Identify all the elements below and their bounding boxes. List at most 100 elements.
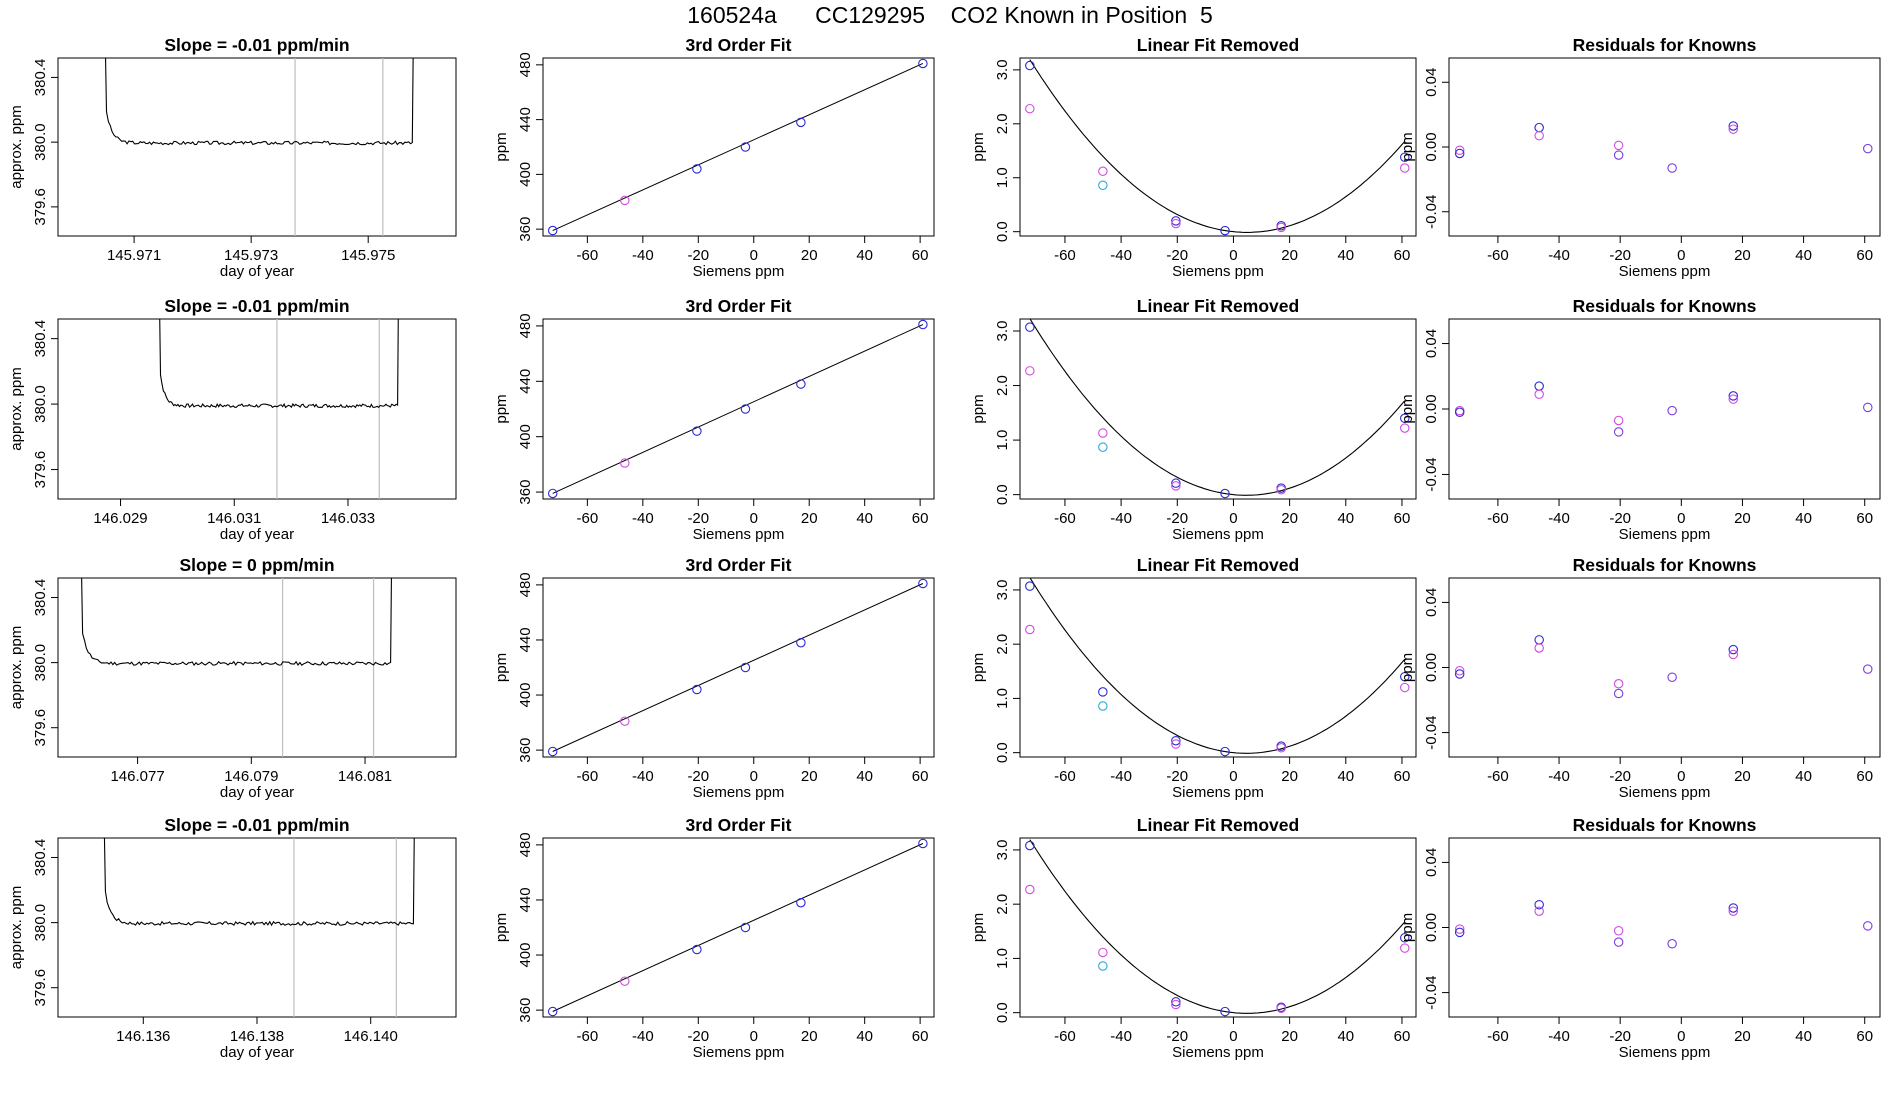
x-tick-label: -40 xyxy=(1548,247,1570,264)
x-tick-label: -20 xyxy=(687,768,709,785)
x-tick-label: 40 xyxy=(1337,247,1354,264)
x-tick-label: 0 xyxy=(750,768,758,785)
plot-area xyxy=(103,838,415,1017)
x-tick-label: 146.033 xyxy=(321,510,375,527)
y-tick-label: 380.0 xyxy=(32,123,49,161)
x-tick-label: -20 xyxy=(1609,247,1631,264)
panel-r4-c4: Residuals for Knowns -60 -40 -20 0 20 40 60 -0.0… xyxy=(1399,815,1881,1061)
data-point xyxy=(1220,488,1230,499)
x-tick-label: 0 xyxy=(750,247,758,264)
y-tick-label: 379.6 xyxy=(32,709,49,747)
data-point xyxy=(1098,442,1108,452)
x-tick-label: 40 xyxy=(856,247,873,264)
data-point xyxy=(1613,427,1624,437)
data-point xyxy=(918,838,928,849)
x-tick-label: -40 xyxy=(1110,510,1132,527)
y-tick-label: 1.0 xyxy=(994,430,1011,451)
y-tick-label: 400 xyxy=(517,162,534,187)
signal-trace xyxy=(159,319,399,409)
x-tick-label: 0 xyxy=(1229,247,1237,264)
x-tick-label: -20 xyxy=(1609,1028,1631,1045)
data-point xyxy=(1171,999,1181,1010)
plot-area xyxy=(1025,59,1410,236)
data-point xyxy=(547,225,558,236)
signal-trace xyxy=(105,58,414,146)
x-tick-label: 20 xyxy=(1281,510,1298,527)
y-tick-label: 2.0 xyxy=(994,375,1011,396)
plot-box xyxy=(57,577,457,758)
data-point xyxy=(620,976,630,986)
panel-r2-c3: Linear Fit Removed -60 -40 -20 0 20 40 60 0.0 1.0… xyxy=(970,296,1417,543)
data-point xyxy=(1171,218,1181,229)
x-tick-label: 20 xyxy=(801,768,818,785)
plot-area xyxy=(1025,578,1410,757)
y-tick-label: -0.04 xyxy=(1423,715,1440,749)
x-axis-label: day of year xyxy=(220,1044,294,1061)
panel-r1-c3: Linear Fit Removed -60 -40 -20 0 20 40 60 0.0 1.0… xyxy=(970,35,1417,280)
x-tick-label: 0 xyxy=(1229,510,1237,527)
data-point xyxy=(1276,1003,1286,1014)
data-point xyxy=(1454,669,1465,679)
plot-area xyxy=(1454,635,1873,699)
x-axis-label: Siemens ppm xyxy=(1619,784,1711,801)
y-tick-label: 400 xyxy=(517,424,534,449)
y-tick-label: -0.04 xyxy=(1423,457,1440,491)
panel-title: Linear Fit Removed xyxy=(1137,815,1299,835)
data-point xyxy=(1098,180,1108,191)
panel-r4-c1: Slope = -0.01 ppm/min 146.136 146.138 146.1… xyxy=(8,815,457,1061)
y-tick-label: 3.0 xyxy=(994,580,1011,601)
y-tick-label: 480 xyxy=(517,572,534,597)
data-point xyxy=(1728,649,1739,660)
data-point xyxy=(796,117,806,128)
y-axis-label: ppm xyxy=(493,653,510,682)
x-tick-label: 40 xyxy=(1337,768,1354,785)
data-point xyxy=(796,637,806,648)
panel-title: 3rd Order Fit xyxy=(686,35,792,55)
data-point xyxy=(547,488,558,499)
data-point xyxy=(1025,60,1035,71)
x-tick-label: 60 xyxy=(1394,247,1411,264)
data-point xyxy=(1220,225,1230,236)
plot-area xyxy=(1025,839,1410,1017)
panel-r3-c4: Residuals for Knowns -60 -40 -20 0 20 40 60 -0.0… xyxy=(1399,555,1881,801)
x-tick-label: 0 xyxy=(1677,510,1685,527)
data-point xyxy=(1454,666,1465,676)
plot-box xyxy=(1448,318,1881,500)
panel-r3-c1: Slope = 0 ppm/min 146.077 146.079 146.081 37… xyxy=(8,555,457,801)
data-point xyxy=(1534,906,1544,916)
x-tick-label: -40 xyxy=(1548,768,1570,785)
data-point xyxy=(1098,947,1108,958)
data-point xyxy=(1667,405,1677,416)
x-tick-label: -60 xyxy=(577,247,599,264)
y-tick-label: 2.0 xyxy=(994,894,1011,915)
y-tick-label: 0.0 xyxy=(994,1002,1011,1023)
plot-box xyxy=(1448,837,1881,1018)
y-tick-label: 0.0 xyxy=(994,221,1011,242)
panel-r4-c3: Linear Fit Removed -60 -40 -20 0 20 40 60 0.0 1.0… xyxy=(970,815,1417,1061)
y-axis-label: ppm xyxy=(1399,653,1416,682)
data-point xyxy=(1863,664,1873,674)
data-point xyxy=(1728,903,1739,913)
x-axis-label: day of year xyxy=(220,263,294,280)
y-tick-label: 0.04 xyxy=(1423,68,1440,97)
x-tick-label: -40 xyxy=(1548,510,1570,527)
plot-area xyxy=(547,578,928,757)
y-tick-label: 360 xyxy=(517,998,534,1023)
plot-area xyxy=(1454,121,1873,173)
data-point xyxy=(1025,884,1035,895)
panel-r4-c2: 3rd Order Fit -60 -40 -20 0 20 40 60 360 400 440 48… xyxy=(493,815,935,1061)
y-axis-label: ppm xyxy=(493,132,510,161)
panel-r1-c2: 3rd Order Fit -60 -40 -20 0 20 40 60 360 400 440 48… xyxy=(493,35,935,280)
x-tick-label: -20 xyxy=(1166,510,1188,527)
data-point xyxy=(740,404,751,414)
panel-title: Residuals for Knowns xyxy=(1573,35,1757,55)
plot-box xyxy=(542,577,935,758)
x-tick-label: 60 xyxy=(1394,510,1411,527)
x-tick-label: 60 xyxy=(1394,768,1411,785)
x-tick-label: -60 xyxy=(1054,768,1076,785)
data-point xyxy=(796,897,806,908)
x-tick-label: -40 xyxy=(1548,1028,1570,1045)
x-tick-label: 40 xyxy=(1795,768,1812,785)
data-point xyxy=(1025,322,1035,332)
x-tick-label: 60 xyxy=(912,510,929,527)
